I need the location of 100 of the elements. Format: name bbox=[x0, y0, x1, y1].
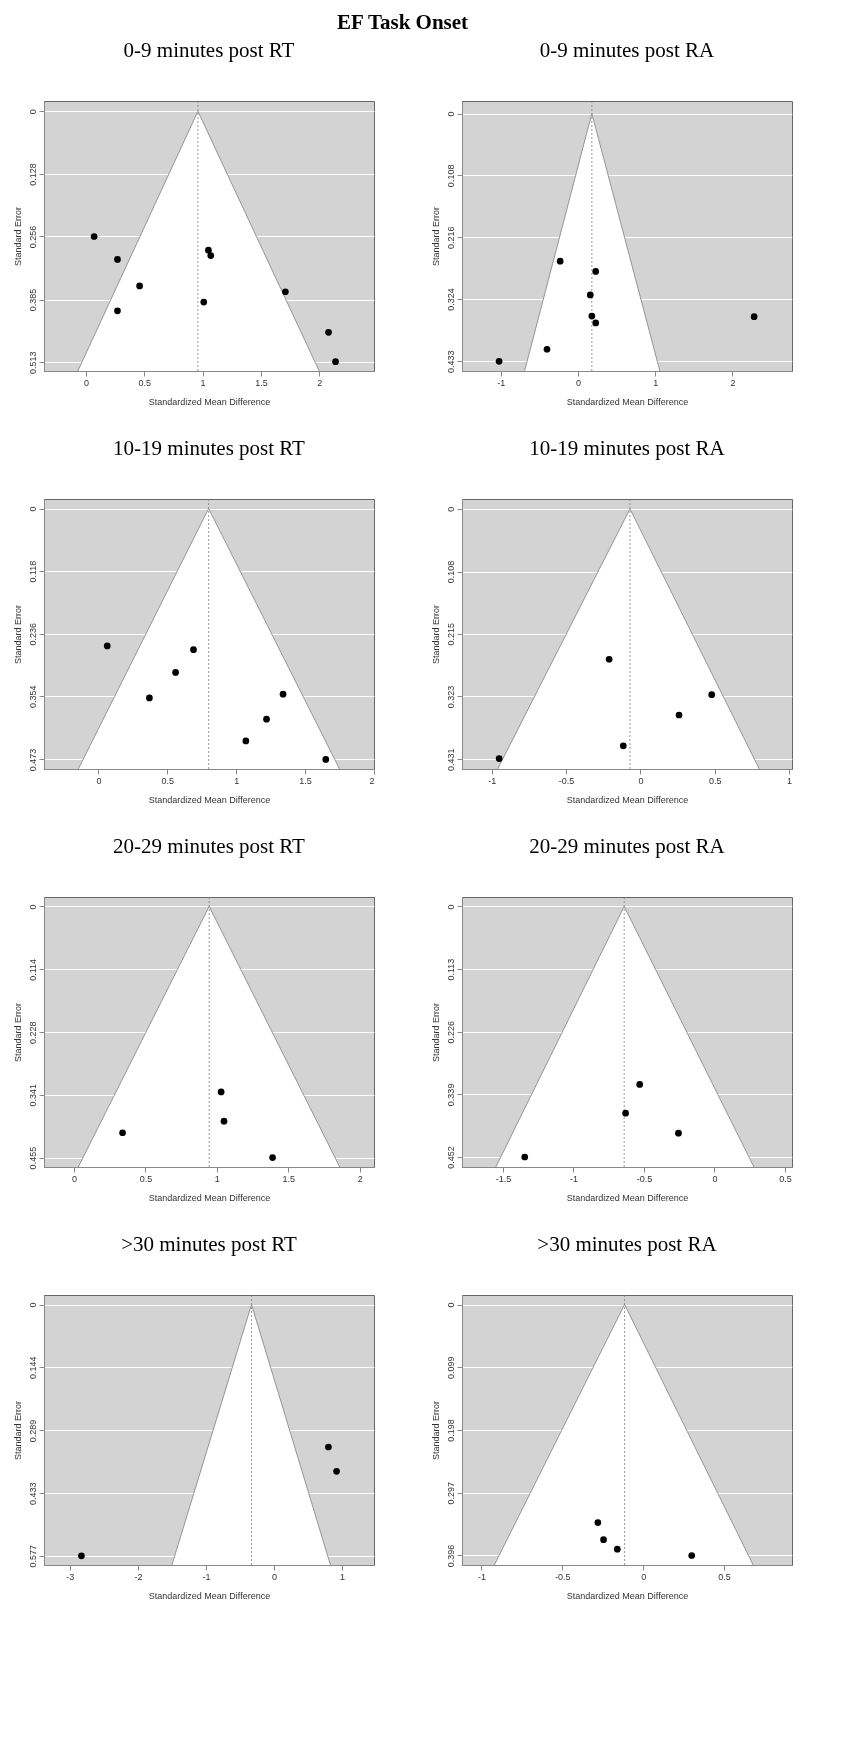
x-tick-label: -0.5 bbox=[558, 775, 575, 786]
chart-title: >30 minutes post RA bbox=[537, 1231, 718, 1256]
y-tick-label: 0.236 bbox=[27, 622, 38, 646]
point bbox=[543, 345, 551, 353]
y-tick-label: 0.128 bbox=[27, 163, 38, 186]
y-axis-title: Standard Error bbox=[12, 1400, 23, 1461]
x-tick-label: 1 bbox=[200, 377, 206, 388]
point bbox=[269, 1154, 276, 1161]
x-axis-title: Standardized Mean Difference bbox=[148, 794, 271, 805]
x-axis-title: Standardized Mean Difference bbox=[148, 1590, 271, 1601]
point bbox=[332, 358, 339, 366]
y-axis-title: Standard Error bbox=[430, 1400, 441, 1461]
point bbox=[90, 233, 98, 240]
y-tick-label: 0.323 bbox=[445, 685, 456, 709]
point bbox=[146, 694, 153, 702]
point bbox=[588, 312, 596, 320]
x-tick-label: 2 bbox=[317, 377, 323, 388]
y-axis-title: Standard Error bbox=[12, 604, 23, 665]
point bbox=[600, 1536, 607, 1543]
x-tick-label: -0.5 bbox=[555, 1571, 571, 1582]
x-tick-label: -1 bbox=[488, 775, 497, 786]
point bbox=[136, 282, 143, 290]
y-axis-title: Standard Error bbox=[12, 1002, 23, 1063]
x-tick-label: 0 bbox=[83, 377, 89, 388]
x-tick-label: 0.5 bbox=[718, 1571, 731, 1582]
x-tick-label: -0.5 bbox=[636, 1173, 653, 1184]
point bbox=[200, 298, 208, 306]
x-axis-title: Standardized Mean Difference bbox=[566, 1590, 689, 1601]
point bbox=[103, 642, 111, 650]
y-tick-label: 0.433 bbox=[445, 350, 456, 374]
point bbox=[605, 655, 613, 663]
y-tick-label: 0 bbox=[445, 111, 456, 117]
x-tick-label: -1 bbox=[497, 377, 506, 388]
chart-title: 0-9 minutes post RA bbox=[539, 37, 716, 62]
point bbox=[325, 329, 332, 336]
x-axis-title: Standardized Mean Difference bbox=[566, 1192, 689, 1203]
x-tick-label: 1.5 bbox=[282, 1173, 296, 1184]
x-axis-title: Standardized Mean Difference bbox=[148, 396, 271, 407]
y-tick-label: 0.118 bbox=[27, 560, 38, 583]
point bbox=[220, 1117, 228, 1125]
x-axis-title: Standardized Mean Difference bbox=[566, 794, 689, 805]
y-axis-title: Standard Error bbox=[430, 1002, 441, 1063]
x-tick-label: 0 bbox=[96, 775, 102, 786]
point bbox=[78, 1552, 85, 1560]
point bbox=[172, 669, 179, 676]
x-tick-label: 0 bbox=[638, 775, 644, 786]
point bbox=[613, 1545, 621, 1553]
x-tick-label: 2 bbox=[730, 377, 736, 388]
y-tick-label: 0.385 bbox=[27, 288, 38, 312]
y-tick-label: 0 bbox=[445, 506, 456, 512]
y-axis-title: Standard Error bbox=[430, 604, 441, 665]
y-tick-label: 0.228 bbox=[27, 1021, 38, 1045]
x-tick-label: 1 bbox=[234, 775, 240, 786]
y-axis-title: Standard Error bbox=[430, 206, 441, 267]
chart-title: 10-19 minutes post RA bbox=[529, 435, 726, 460]
x-tick-label: 0 bbox=[712, 1173, 718, 1184]
x-tick-label: -1 bbox=[202, 1571, 211, 1582]
x-tick-label: 0 bbox=[575, 377, 581, 388]
point bbox=[619, 742, 627, 750]
x-tick-label: 1 bbox=[340, 1571, 346, 1582]
point bbox=[594, 1519, 602, 1526]
point bbox=[556, 257, 564, 265]
x-tick-label: 1.5 bbox=[299, 775, 312, 786]
point bbox=[495, 357, 503, 365]
point bbox=[592, 268, 600, 275]
x-axis-title: Standardized Mean Difference bbox=[148, 1192, 271, 1203]
y-tick-label: 0 bbox=[445, 1302, 456, 1308]
x-tick-label: -2 bbox=[134, 1571, 143, 1582]
x-tick-label: 0.5 bbox=[139, 1173, 153, 1184]
point bbox=[207, 252, 215, 259]
y-tick-label: 0.455 bbox=[27, 1146, 38, 1170]
y-tick-label: 0.215 bbox=[445, 622, 456, 646]
chart-title: >30 minutes post RT bbox=[121, 1231, 298, 1256]
point bbox=[675, 1129, 682, 1137]
x-tick-label: 1 bbox=[653, 377, 659, 388]
y-tick-label: 0 bbox=[27, 1302, 38, 1308]
y-tick-label: 0.324 bbox=[445, 288, 456, 311]
y-tick-label: 0.577 bbox=[27, 1545, 38, 1568]
y-tick-label: 0.144 bbox=[27, 1356, 38, 1380]
point bbox=[114, 307, 121, 315]
y-tick-label: 0 bbox=[27, 109, 38, 115]
point bbox=[495, 755, 503, 762]
x-tick-label: 0.5 bbox=[708, 775, 722, 786]
x-tick-label: 0.5 bbox=[779, 1173, 792, 1184]
point bbox=[688, 1552, 696, 1559]
y-tick-label: 0 bbox=[27, 506, 38, 512]
point bbox=[217, 1088, 225, 1096]
y-tick-label: 0.354 bbox=[27, 685, 38, 709]
y-tick-label: 0.099 bbox=[445, 1356, 456, 1380]
point bbox=[521, 1153, 529, 1161]
chart-title: 20-29 minutes post RT bbox=[113, 833, 306, 858]
chart-title: 0-9 minutes post RT bbox=[123, 37, 295, 62]
y-tick-label: 0.226 bbox=[445, 1020, 456, 1044]
point bbox=[333, 1468, 340, 1475]
point bbox=[675, 711, 683, 719]
point bbox=[279, 690, 287, 698]
y-axis-title: Standard Error bbox=[12, 206, 23, 267]
point bbox=[114, 256, 121, 263]
x-tick-label: -3 bbox=[66, 1571, 75, 1582]
x-tick-label: 0.5 bbox=[161, 775, 175, 786]
